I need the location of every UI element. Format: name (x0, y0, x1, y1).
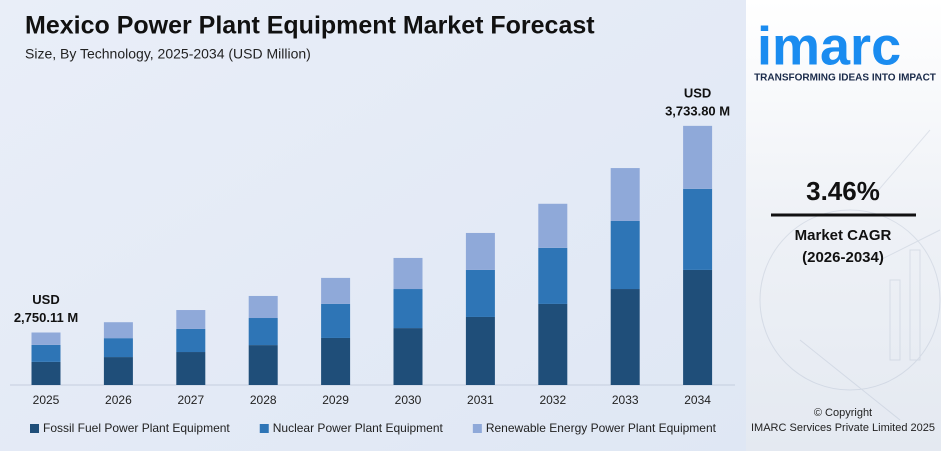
sidebar-decoration (759, 129, 941, 421)
bar-segment (321, 303, 351, 338)
bar-segment (538, 203, 568, 248)
bar-segment (248, 345, 278, 385)
bar-segment (683, 188, 713, 270)
sidebar-background (746, 0, 941, 451)
logo: imarc (757, 16, 901, 76)
bar-segment (321, 337, 351, 385)
x-tick-label: 2027 (177, 393, 204, 407)
bar-segment (393, 257, 423, 290)
bar-segment (393, 289, 423, 329)
x-tick-label: 2032 (539, 393, 566, 407)
bar-segment (103, 357, 133, 385)
x-tick-label: 2031 (467, 393, 494, 407)
x-tick-label: 2026 (105, 393, 132, 407)
bar-segment (248, 295, 278, 319)
bar-segment (610, 220, 640, 290)
x-tick-label: 2034 (684, 393, 711, 407)
annotation: USD (684, 85, 711, 100)
bar-segment (683, 269, 713, 385)
bar-segment (610, 168, 640, 221)
legend-swatch (259, 424, 269, 433)
bar-segment (538, 303, 568, 385)
chart-title: Mexico Power Plant Equipment Market Fore… (25, 12, 595, 40)
bar-segment (321, 277, 351, 304)
bar-segment (31, 344, 61, 362)
bar-segment (465, 232, 495, 270)
cagr-value: 3.46% (806, 176, 880, 206)
bar-segment (103, 322, 133, 339)
tagline: TRANSFORMING IDEAS INTO IMPACT (754, 73, 936, 84)
bar-segment (465, 316, 495, 385)
legend-label: Fossil Fuel Power Plant Equipment (43, 421, 230, 435)
bar-segment (31, 361, 61, 385)
bar-segment (31, 332, 61, 345)
bar-segment (393, 328, 423, 385)
legend-swatch (472, 424, 482, 433)
cagr-period: (2026-2034) (802, 249, 884, 266)
x-tick-label: 2030 (395, 393, 422, 407)
legend-label: Renewable Energy Power Plant Equipment (486, 421, 717, 435)
legend-swatch (30, 424, 39, 433)
copyright: © Copyright (814, 407, 872, 419)
annotation: 2,750.11 M (14, 310, 78, 325)
x-tick-label: 2029 (322, 393, 349, 407)
bar-segment (538, 247, 568, 304)
chart-subtitle: Size, By Technology, 2025-2034 (USD Mill… (25, 46, 311, 62)
x-tick-label: 2033 (612, 393, 639, 407)
bar-segment (610, 289, 640, 385)
cagr-label: Market CAGR (795, 227, 892, 244)
annotation: 3,733.80 M (665, 103, 730, 118)
legend-label: Nuclear Power Plant Equipment (273, 421, 444, 435)
bar-segment (248, 318, 278, 346)
bar-segment (176, 352, 206, 385)
bar-segment (103, 338, 133, 358)
bar-segment (683, 125, 713, 189)
bar-segment (465, 269, 495, 317)
bar-segment (176, 310, 206, 329)
bar-segment (176, 328, 206, 353)
annotation: USD (32, 292, 59, 307)
x-tick-label: 2028 (250, 393, 277, 407)
copyright: IMARC Services Private Limited 2025 (751, 422, 935, 434)
x-tick-label: 2025 (33, 393, 60, 407)
